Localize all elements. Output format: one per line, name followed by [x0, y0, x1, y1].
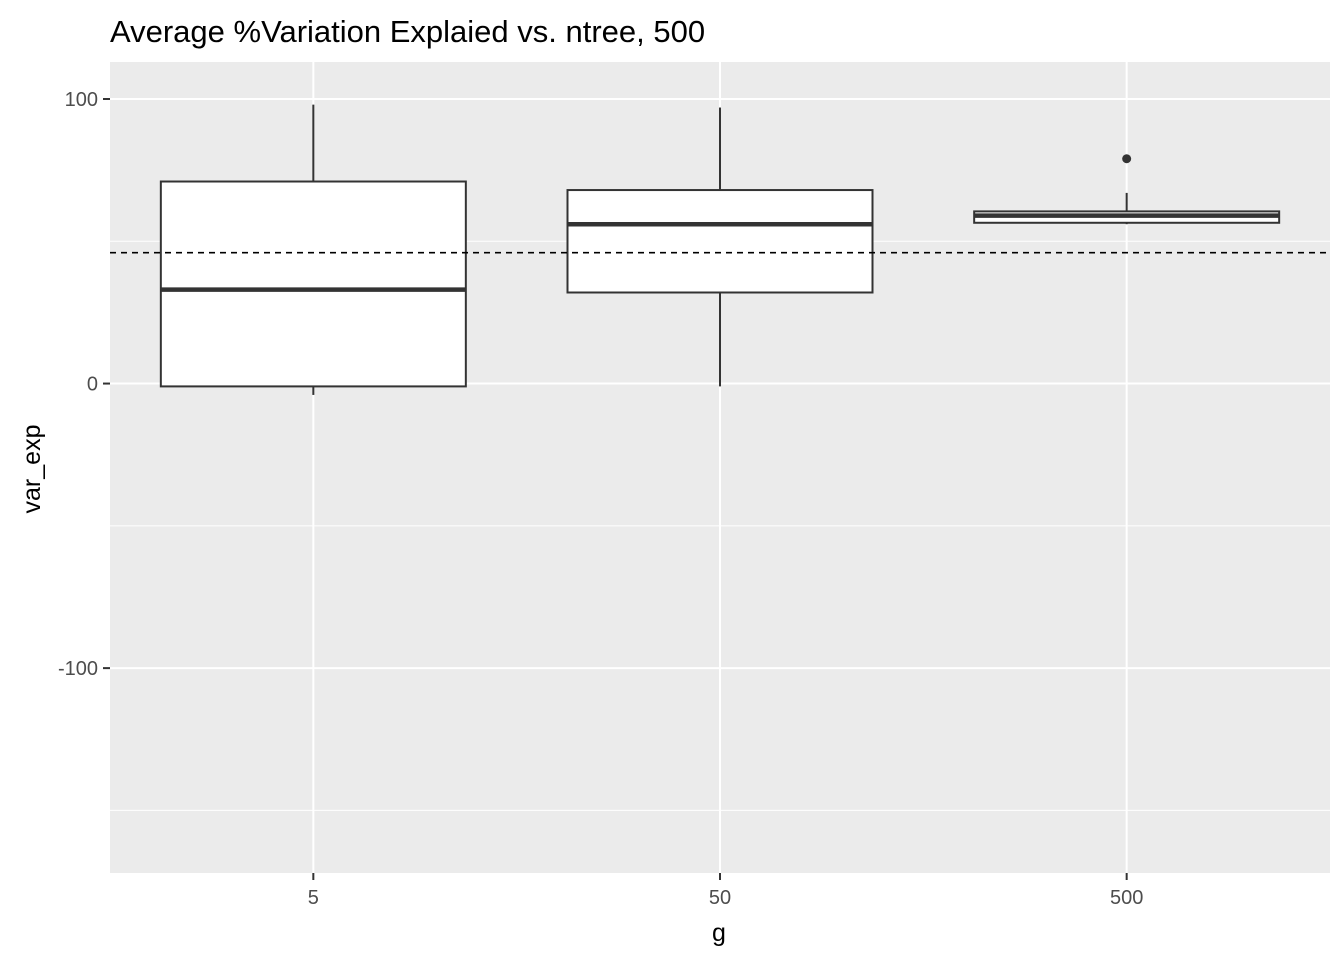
y-tick-label: 100 — [65, 89, 98, 111]
box-500 — [973, 154, 1281, 225]
box-5 — [159, 104, 467, 395]
y-tick-label: 0 — [87, 374, 98, 396]
x-tick-label: 50 — [709, 887, 731, 909]
box-50 — [566, 107, 874, 387]
y-tick-label: -100 — [58, 658, 98, 680]
box-layer — [159, 104, 1281, 395]
x-tick-label: 5 — [308, 887, 319, 909]
x-axis: 5 50 500 — [308, 873, 1143, 909]
y-axis-title: var_exp — [18, 425, 46, 514]
x-axis-title: g — [712, 919, 726, 947]
box-iqr — [566, 189, 874, 294]
outlier-point — [1122, 154, 1132, 164]
y-axis: 100 0 -100 — [58, 89, 110, 680]
chart-title: Average %Variation Explaied vs. ntree, 5… — [110, 14, 705, 49]
x-tick-label: 500 — [1110, 887, 1143, 909]
box-iqr — [159, 180, 467, 388]
